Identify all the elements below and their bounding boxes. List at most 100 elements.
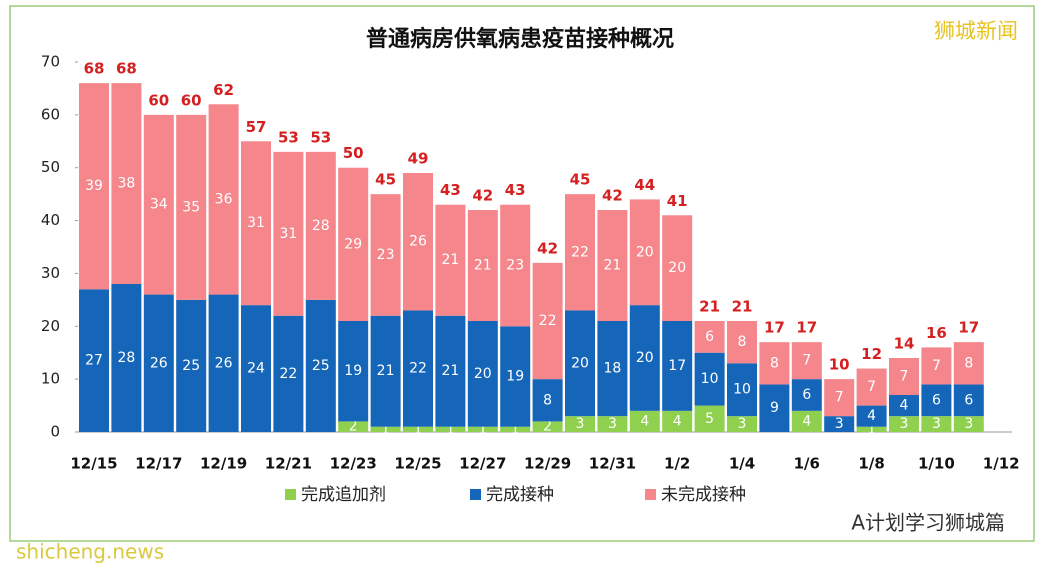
value-label: 19 [344,363,362,379]
x-tick-label: 12/31 [589,455,636,473]
value-label: 27 [85,353,103,369]
bar-segment [791,410,822,432]
bar-segment [273,315,304,432]
total-label: 14 [894,335,915,353]
bar-segment [435,315,466,427]
bar-segment [435,426,466,432]
y-tick-label: 70 [41,53,60,71]
value-label: 7 [900,369,909,385]
x-tick-label: 12/27 [459,455,506,473]
bar-segment [727,321,757,364]
x-tick-label: 12/25 [394,455,441,473]
bar-segment [824,379,855,417]
bar-segment [79,289,109,432]
value-label: 3 [932,416,941,432]
value-label: 25 [312,358,330,374]
value-label: 3 [576,416,585,432]
total-label: 60 [181,91,202,109]
value-label: 6 [705,329,714,345]
bar-segment [370,426,401,432]
value-label: 4 [900,398,909,414]
footer-right: A计划学习狮城篇 [851,511,1005,535]
value-label: 19 [506,369,524,385]
total-label: 42 [602,187,623,205]
value-label: 31 [279,226,297,242]
bar-segment [727,416,757,432]
bar-segment [208,104,239,295]
value-label: 4 [673,413,682,429]
value-label: 3 [608,416,617,432]
total-label: 43 [440,181,461,199]
value-label: 21 [441,363,459,379]
bar-segment [856,368,887,406]
bar-segment [662,321,693,411]
bar-segment [759,384,790,432]
value-label: 18 [603,361,621,377]
value-label: 10 [733,382,751,398]
bar-segment [403,310,433,427]
total-label: 50 [343,144,364,162]
x-tick-label: 12/21 [265,455,312,473]
x-tick-label: 1/4 [729,455,755,473]
bar-segment [953,416,984,432]
value-label: 25 [182,358,200,374]
value-label: 3 [964,416,973,432]
bar-segment [694,321,725,353]
value-label: 2 [349,419,358,435]
value-label: 7 [867,379,876,395]
legend-swatch [470,489,481,500]
bar-segment [856,426,887,432]
value-label: 6 [932,392,941,408]
value-label: 6 [964,392,973,408]
value-label: 23 [377,247,395,263]
x-tick-label: 1/12 [983,455,1020,473]
value-label: 20 [636,350,654,366]
value-label: 1 [414,421,423,437]
x-tick-label: 1/8 [858,455,884,473]
footer-left: shicheng.news [16,540,164,564]
bar-segment [889,416,919,432]
bar-segment [759,342,790,385]
bar-segment [532,421,563,432]
value-label: 28 [312,218,330,234]
value-label: 26 [215,355,233,371]
value-label: 9 [770,400,779,416]
bar-segment [791,379,822,411]
bar-segment [500,326,531,427]
bar-segment [305,299,336,432]
x-tick-label: 12/15 [70,455,117,473]
bar-segment [176,299,207,432]
total-label: 49 [408,150,429,168]
total-label: 53 [278,128,299,146]
bar-segment [467,210,498,321]
bar-segment [629,305,660,411]
x-tick-label: 1/10 [918,455,955,473]
value-label: 4 [802,413,811,429]
y-tick-label: 50 [41,158,60,176]
bar-segment [921,347,952,385]
value-label: 36 [215,191,233,207]
x-tick-label: 12/17 [135,455,182,473]
value-label: 8 [738,334,747,350]
bar-segment [403,173,433,311]
total-label: 57 [246,118,267,136]
x-tick-label: 12/23 [330,455,377,473]
bar-segment [500,426,531,432]
value-label: 21 [441,252,459,268]
total-label: 44 [634,176,655,194]
value-label: 7 [802,353,811,369]
bar-segment [241,305,271,432]
bar-segment [856,405,887,427]
value-label: 22 [279,366,297,382]
value-label: 22 [571,244,589,260]
bar-segment [629,199,660,306]
y-tick-label: 30 [41,264,60,282]
value-label: 8 [770,355,779,371]
value-label: 17 [668,358,686,374]
total-label: 17 [958,319,979,337]
total-label: 21 [699,298,720,316]
total-label: 17 [796,319,817,337]
value-label: 22 [409,361,427,377]
total-label: 17 [764,319,785,337]
total-label: 45 [375,171,396,189]
